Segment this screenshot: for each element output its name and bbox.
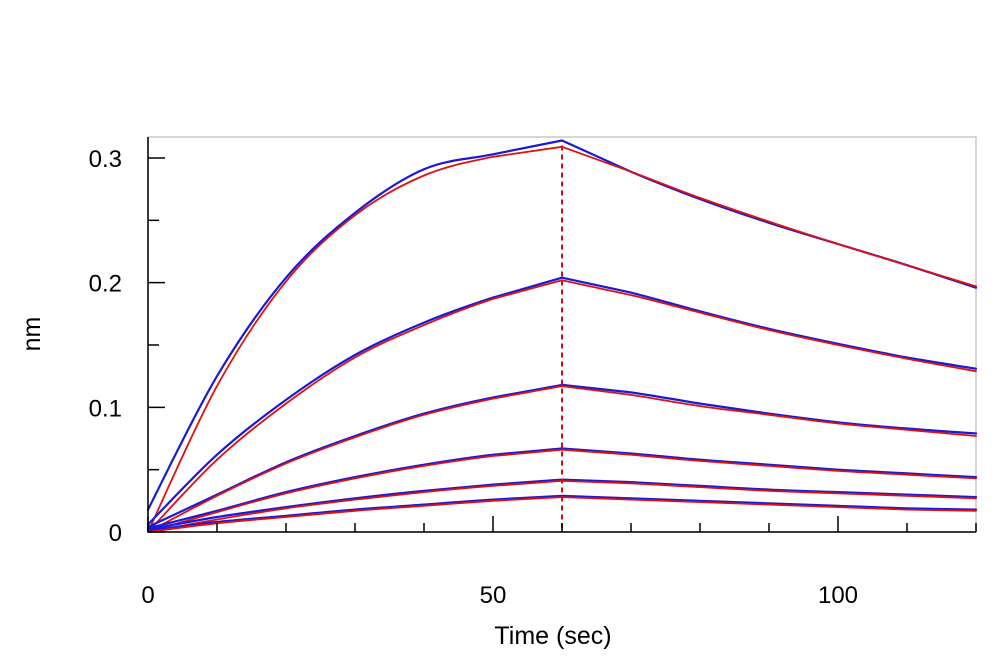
- y-tick-label: 0.1: [89, 395, 122, 422]
- measured-curve-5: [146, 478, 978, 531]
- y-tick-label: 0.3: [89, 146, 122, 173]
- x-axis-title: Time (sec): [494, 622, 611, 650]
- x-axis-ticks: [147, 516, 977, 532]
- y-tick-label: 0.2: [89, 271, 122, 298]
- y-tick-label: 0: [109, 520, 122, 547]
- measured-curve-3: [146, 383, 978, 529]
- x-tick-label: 100: [818, 582, 858, 609]
- fit-curve-4: [147, 448, 977, 533]
- fit-curve-2: [147, 279, 977, 533]
- x-tick-label: 0: [141, 582, 154, 609]
- y-axis-tick-labels: 0 0.1 0.2 0.3: [89, 146, 122, 547]
- y-axis-ticks: [148, 157, 165, 533]
- fit-curve-3: [147, 385, 977, 533]
- measured-curve-2: [146, 276, 978, 526]
- measured-curve-6: [146, 494, 978, 532]
- x-tick-label: 50: [480, 582, 507, 609]
- measured-curve-4: [146, 447, 978, 530]
- x-axis-tick-labels: 0 50 100: [141, 582, 858, 609]
- fit-curve-1: [147, 145, 977, 533]
- y-axis-title: nm: [18, 317, 46, 352]
